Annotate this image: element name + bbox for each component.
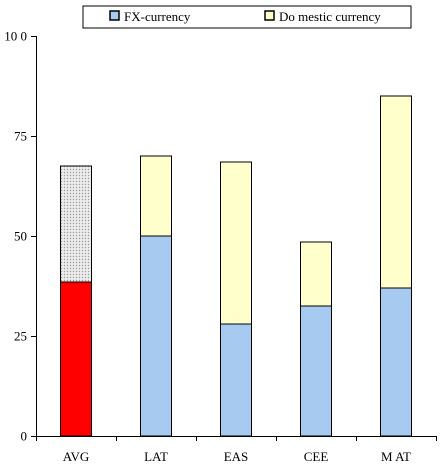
legend-swatch-fx-currency <box>109 10 120 21</box>
x-tick-label: CEE <box>304 449 329 464</box>
bar-eas-domestic-currency <box>220 161 252 325</box>
bar-eas-fx-currency <box>220 323 252 437</box>
legend-swatch-domestic-currency <box>264 10 275 21</box>
bars <box>60 95 412 437</box>
bar-mat-fx-currency <box>380 287 412 437</box>
x-tick-label: LAT <box>144 449 168 464</box>
bar-lat-domestic-currency <box>140 155 172 237</box>
bar-cee-domestic-currency <box>300 241 332 307</box>
bar-cee-fx-currency <box>300 305 332 437</box>
y-ticks: 0 25 50 75 10 0 <box>4 29 36 444</box>
bar-mat-domestic-currency <box>380 95 412 289</box>
bar-avg-domestic-currency <box>60 165 92 283</box>
y-tick-label: 25 <box>14 329 27 344</box>
legend-label-fx-currency: FX-currency <box>124 9 191 24</box>
y-tick-label: 10 0 <box>4 29 27 44</box>
y-tick-label: 0 <box>21 429 28 444</box>
legend: FX-currency Do mestic currency <box>82 5 412 29</box>
y-tick-label: 50 <box>14 229 27 244</box>
bar-lat-fx-currency <box>140 235 172 437</box>
x-ticks: AVG LAT EAS CEE M AT <box>36 436 437 464</box>
x-tick-label: EAS <box>224 449 249 464</box>
y-tick-label: 75 <box>14 129 27 144</box>
x-tick-label: M AT <box>381 449 411 464</box>
bar-avg-fx-currency <box>60 281 92 437</box>
legend-box <box>82 5 412 29</box>
x-tick-label: AVG <box>63 449 90 464</box>
legend-label-domestic-currency: Do mestic currency <box>279 9 381 24</box>
